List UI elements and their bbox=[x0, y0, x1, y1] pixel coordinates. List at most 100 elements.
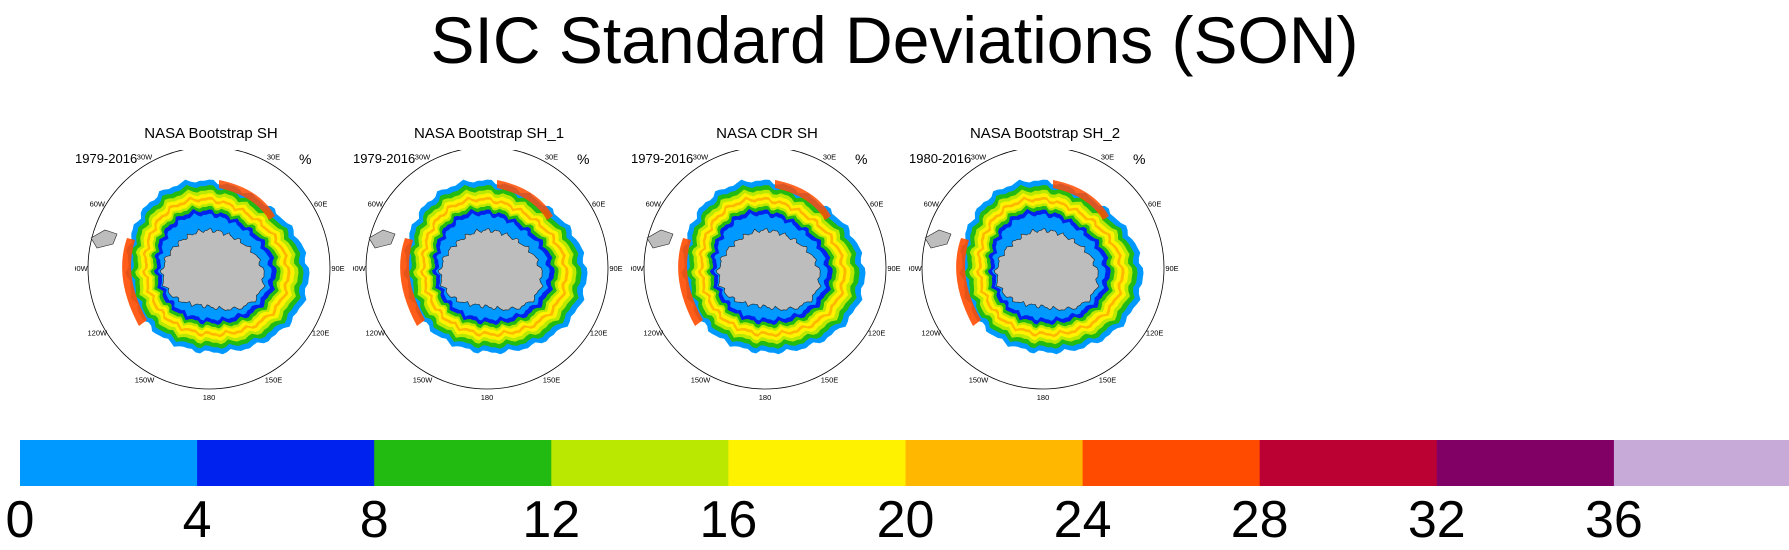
colorbar-tick-label: 16 bbox=[699, 491, 758, 549]
longitude-label: 180 bbox=[481, 393, 494, 402]
longitude-label: 30W bbox=[415, 152, 431, 161]
colorbar-tick-label: 32 bbox=[1407, 491, 1466, 549]
sic-high-variance-region bbox=[775, 180, 831, 220]
colorbar-tick-label: 24 bbox=[1053, 491, 1112, 549]
longitude-label: 90E bbox=[609, 264, 622, 273]
longitude-label: 90W bbox=[353, 264, 367, 273]
colorbar-tick-label: 12 bbox=[522, 491, 581, 549]
longitude-label: 150W bbox=[135, 376, 156, 385]
longitude-label: 150E bbox=[1099, 376, 1117, 385]
panel-title: NASA Bootstrap SH_2 bbox=[969, 125, 1121, 142]
colorbar-tick-label: 36 bbox=[1584, 491, 1643, 549]
longitude-label: 90E bbox=[1165, 264, 1178, 273]
map-panel-1: 030E60E90E120E150E180150W120W90W60W30WNA… bbox=[75, 125, 347, 415]
longitude-label: 120E bbox=[312, 329, 330, 338]
longitude-label: 60E bbox=[314, 200, 327, 209]
panel-unit-label: % bbox=[299, 151, 312, 167]
longitude-label: 30W bbox=[137, 152, 153, 161]
south-america-landmass bbox=[924, 229, 952, 249]
colorbar-segment bbox=[20, 440, 198, 486]
map-panel-4: 030E60E90E120E150E180150W120W90W60W30WNA… bbox=[909, 125, 1181, 415]
polar-map: 030E60E90E120E150E180150W120W90W60W30W bbox=[909, 150, 1179, 402]
longitude-label: 30W bbox=[971, 152, 987, 161]
polar-map: 030E60E90E120E150E180150W120W90W60W30W bbox=[631, 150, 901, 402]
longitude-label: 60W bbox=[368, 200, 384, 209]
longitude-label: 120E bbox=[1146, 329, 1164, 338]
map-panel-2: 030E60E90E120E150E180150W120W90W60W30WNA… bbox=[353, 125, 625, 415]
antarctica-landmass bbox=[715, 228, 822, 311]
sic-high-variance-region bbox=[219, 180, 275, 220]
longitude-label: 90E bbox=[887, 264, 900, 273]
sic-high-variance-region bbox=[678, 238, 703, 326]
longitude-label: 150W bbox=[969, 376, 990, 385]
colorbar-segment bbox=[197, 440, 375, 486]
sic-high-variance-region bbox=[956, 238, 981, 326]
colorbar-segment bbox=[551, 440, 729, 486]
longitude-label: 30E bbox=[545, 152, 558, 161]
panel-year-range: 1979-2016 bbox=[631, 151, 694, 166]
longitude-label: 60E bbox=[1148, 200, 1161, 209]
longitude-label: 120W bbox=[366, 329, 387, 338]
longitude-label: 60W bbox=[646, 200, 662, 209]
south-america-landmass bbox=[646, 229, 674, 249]
colorbar-segment bbox=[374, 440, 552, 486]
sic-high-variance-region bbox=[1053, 180, 1109, 220]
longitude-label: 30W bbox=[693, 152, 709, 161]
longitude-label: 60E bbox=[870, 200, 883, 209]
colorbar-segment bbox=[1436, 440, 1615, 486]
panel-unit-label: % bbox=[855, 151, 868, 167]
panel-year-range: 1979-2016 bbox=[75, 151, 138, 166]
colorbar-tick-label: 28 bbox=[1230, 491, 1289, 549]
longitude-label: 60E bbox=[592, 200, 605, 209]
map-panel-3: 030E60E90E120E150E180150W120W90W60W30WNA… bbox=[631, 125, 903, 415]
south-america-landmass bbox=[90, 229, 118, 249]
longitude-label: 30E bbox=[1101, 152, 1114, 161]
longitude-label: 90W bbox=[75, 264, 89, 273]
colorbar-tick-label: 20 bbox=[876, 491, 935, 549]
longitude-label: 180 bbox=[1037, 393, 1050, 402]
colorbar-tick-label: 8 bbox=[359, 491, 389, 549]
panel-title: NASA Bootstrap SH_1 bbox=[413, 125, 565, 142]
longitude-label: 150E bbox=[821, 376, 839, 385]
longitude-label: 150W bbox=[691, 376, 712, 385]
antarctica-landmass bbox=[437, 228, 544, 311]
sic-high-variance-region bbox=[497, 180, 553, 220]
panel-unit-label: % bbox=[1133, 151, 1146, 167]
longitude-label: 120W bbox=[644, 329, 665, 338]
longitude-label: 90E bbox=[331, 264, 344, 273]
longitude-label: 90W bbox=[909, 264, 923, 273]
antarctica-landmass bbox=[993, 228, 1100, 311]
colorbar-tick-label: 0 bbox=[5, 491, 35, 549]
polar-map: 030E60E90E120E150E180150W120W90W60W30W bbox=[75, 150, 345, 402]
longitude-label: 60W bbox=[924, 200, 940, 209]
panel-year-range: 1980-2016 bbox=[909, 151, 972, 166]
longitude-label: 90W bbox=[631, 264, 645, 273]
panel-unit-label: % bbox=[577, 151, 590, 167]
colorbar bbox=[20, 440, 1789, 486]
south-america-landmass bbox=[368, 229, 396, 249]
longitude-label: 30E bbox=[267, 152, 280, 161]
panel-year-range: 1979-2016 bbox=[353, 151, 416, 166]
longitude-label: 180 bbox=[203, 393, 216, 402]
colorbar-segment bbox=[1613, 440, 1789, 486]
colorbar-segment bbox=[1082, 440, 1261, 486]
colorbar-segment bbox=[1259, 440, 1438, 486]
panel-title: NASA CDR SH bbox=[716, 125, 818, 142]
colorbar-segment bbox=[728, 440, 906, 486]
polar-map: 030E60E90E120E150E180150W120W90W60W30W bbox=[353, 150, 623, 402]
colorbar-tick-label: 4 bbox=[182, 491, 212, 549]
longitude-label: 150W bbox=[413, 376, 434, 385]
panel-title: NASA Bootstrap SH bbox=[144, 125, 278, 142]
longitude-label: 150E bbox=[543, 376, 561, 385]
sic-high-variance-region bbox=[400, 238, 425, 326]
antarctica-landmass bbox=[159, 228, 266, 311]
colorbar-segment bbox=[905, 440, 1084, 486]
longitude-label: 120W bbox=[922, 329, 943, 338]
main-title: SIC Standard Deviations (SON) bbox=[430, 3, 1359, 77]
longitude-label: 180 bbox=[759, 393, 772, 402]
longitude-label: 30E bbox=[823, 152, 836, 161]
longitude-label: 60W bbox=[90, 200, 106, 209]
longitude-label: 120W bbox=[88, 329, 109, 338]
longitude-label: 120E bbox=[590, 329, 608, 338]
longitude-label: 120E bbox=[868, 329, 886, 338]
